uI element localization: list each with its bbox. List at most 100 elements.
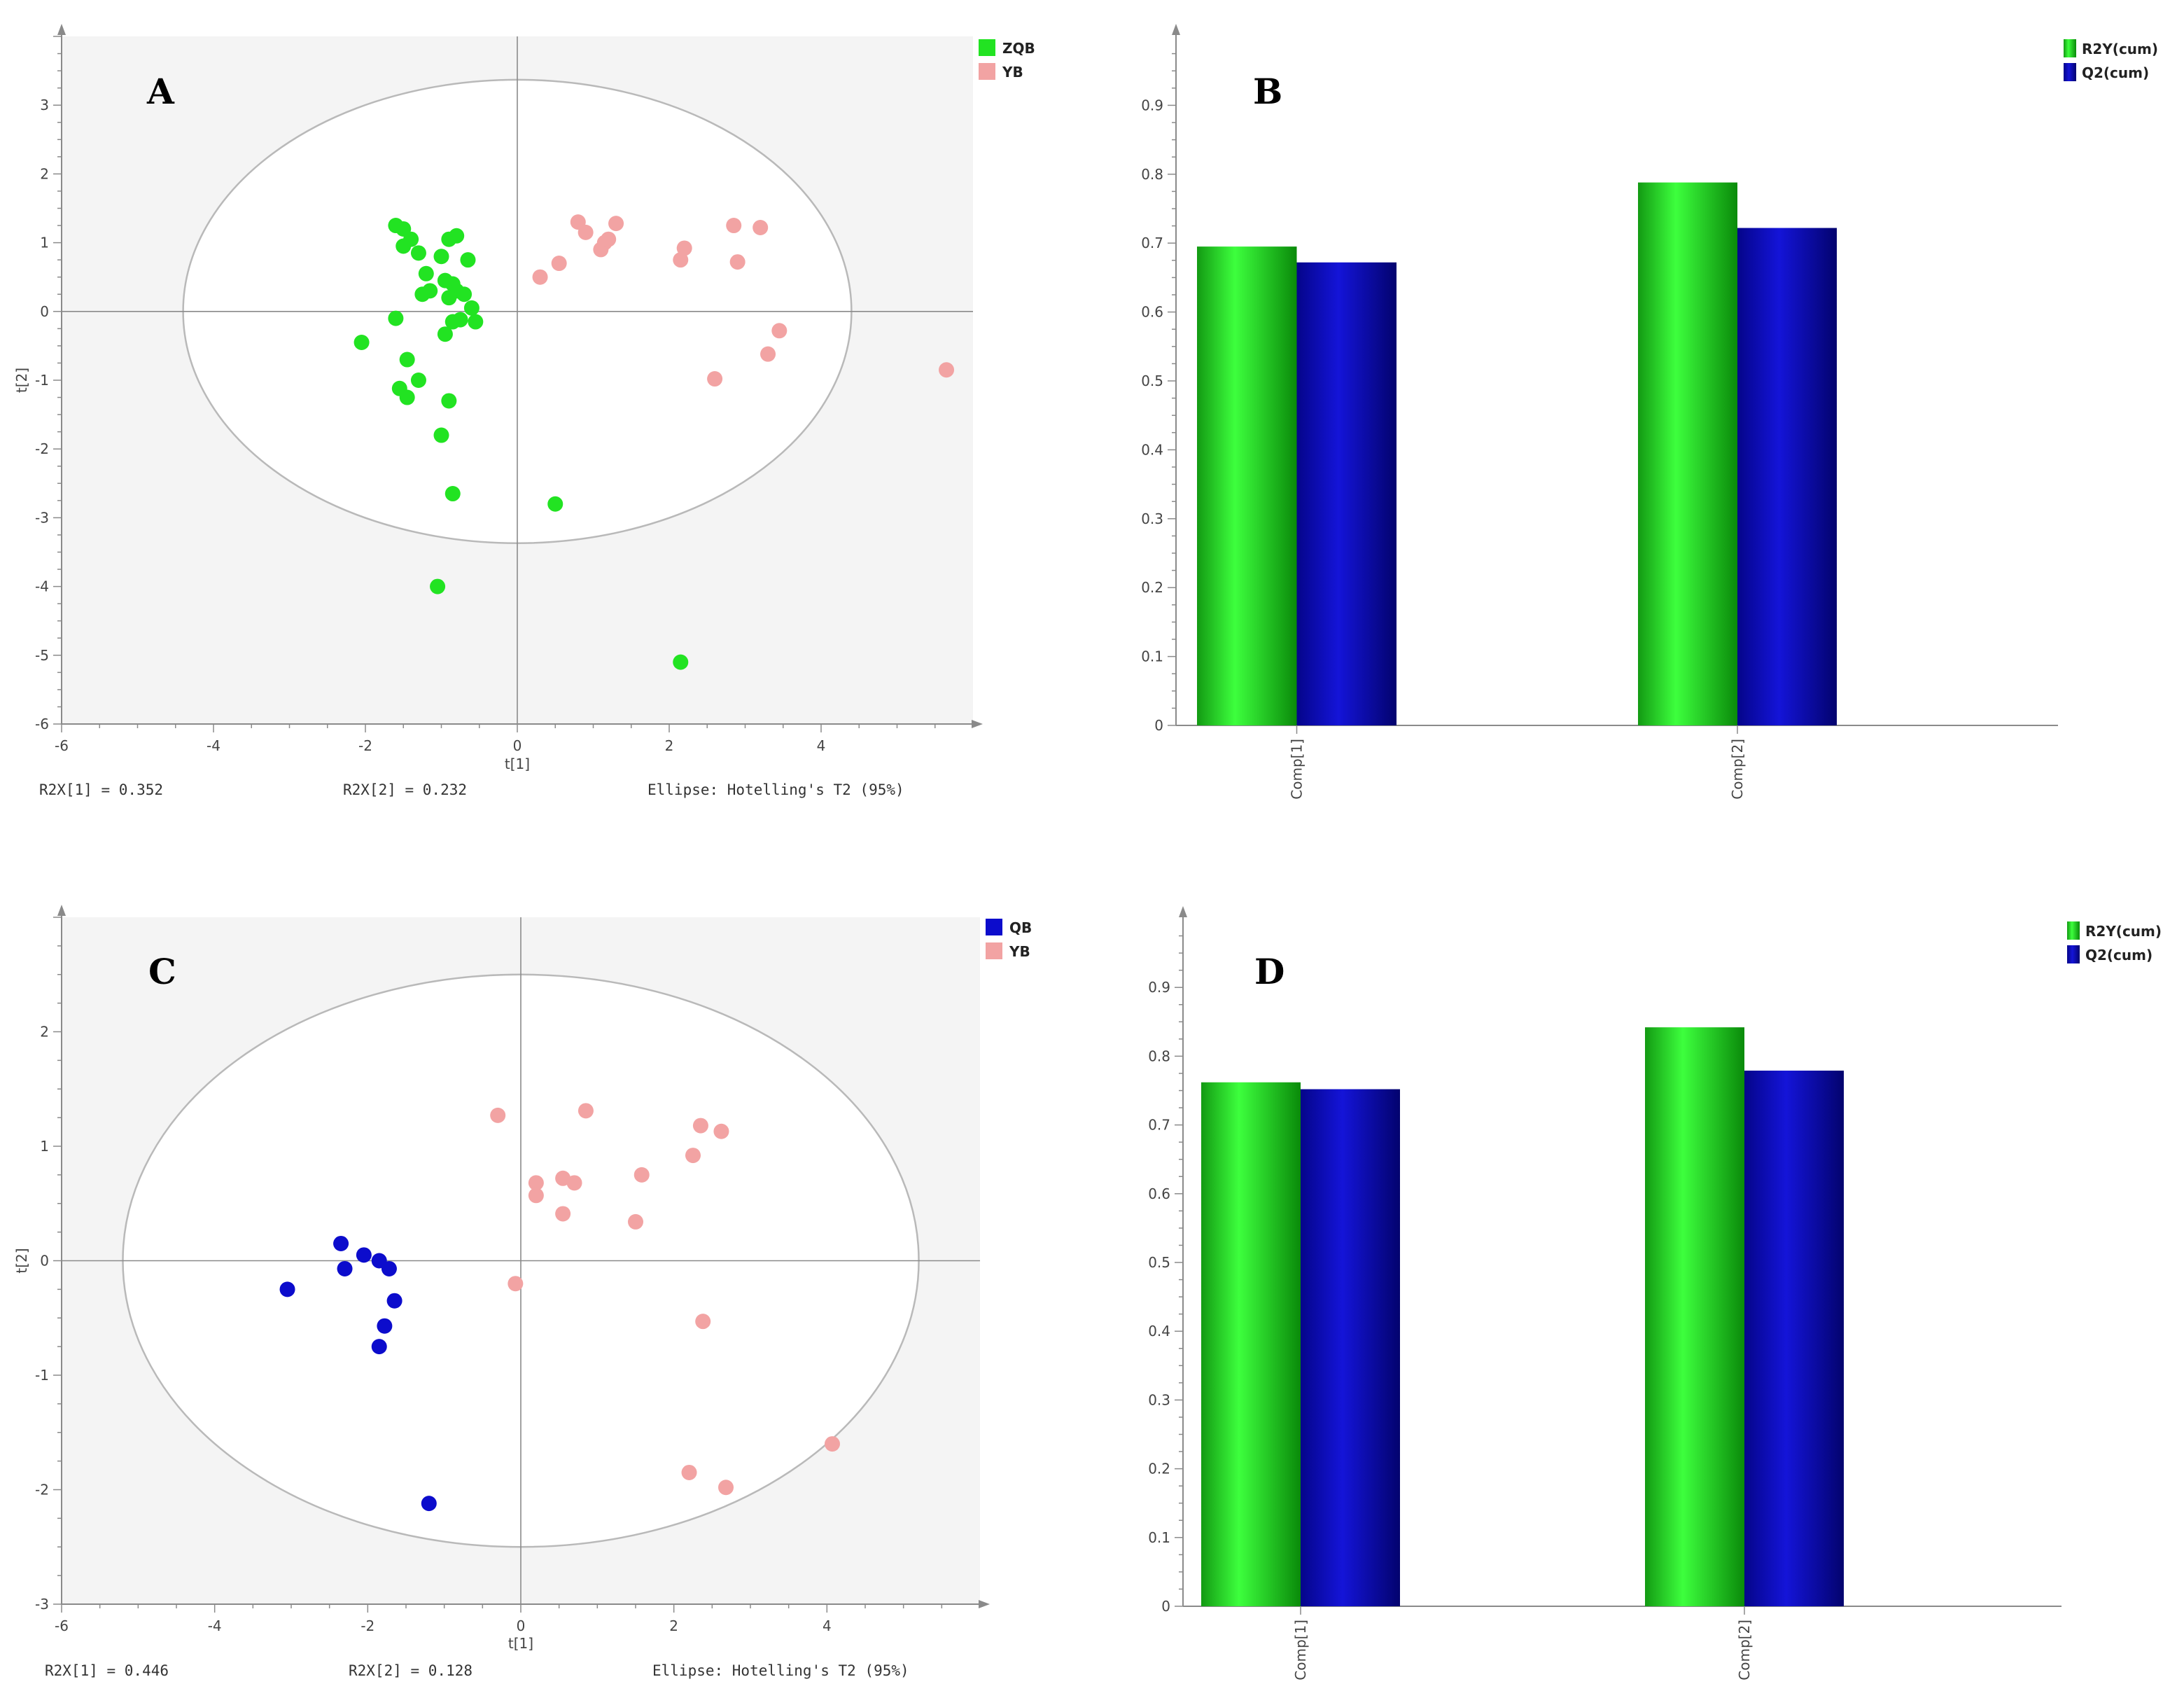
data-point-zqb [396, 238, 412, 254]
y-tick-label: 0.9 [1141, 97, 1163, 113]
data-point-zqb [430, 578, 446, 594]
category-label: Comp[1] [1289, 739, 1306, 800]
y-tick-label: 0 [1161, 1598, 1170, 1615]
bar-r2y-cum--comp2 [1638, 182, 1737, 725]
bar-r2y-cum--comp1 [1197, 246, 1297, 725]
y-axis-label: t[2] [13, 1248, 30, 1273]
data-point-zqb [441, 290, 457, 306]
data-point-zqb [463, 300, 479, 316]
y-tick-label: 2 [40, 1024, 49, 1041]
data-point-yb [578, 1103, 594, 1119]
y-tick-label: -5 [35, 647, 49, 664]
data-point-qb [356, 1247, 372, 1263]
x-axis-label: t[1] [505, 756, 530, 772]
data-point-yb [707, 371, 723, 387]
x-tick-label: 0 [513, 737, 522, 754]
category-label: Comp[1] [1292, 1620, 1309, 1680]
panel-label: A [146, 71, 175, 112]
bar-q2-cum--comp1 [1301, 1089, 1400, 1606]
y-axis-arrow [1179, 906, 1187, 917]
data-point-yb [760, 346, 776, 362]
y-tick-label: -1 [35, 1367, 49, 1384]
data-point-zqb [547, 496, 564, 512]
x-axis-arrow [972, 720, 983, 728]
data-point-qb [337, 1260, 353, 1276]
data-point-zqb [441, 393, 457, 409]
legend-label: Q2(cum) [2082, 64, 2149, 81]
x-tick-label: 0 [517, 1617, 526, 1634]
y-tick-label: 0.5 [1141, 373, 1163, 389]
panel-c-scores-plot: -6 -4 -2 0 2 4 -3 -2 -1 0 1 2 t[1] t[2] C QB YB R2X[1] = … [13, 905, 1032, 1679]
data-point-qb [386, 1293, 402, 1309]
y-tick-label: 0.6 [1141, 304, 1163, 321]
y-tick-label: 0.2 [1141, 579, 1163, 596]
y-tick-label: 0 [40, 1253, 49, 1269]
data-point-zqb [422, 283, 438, 299]
x-axis-arrow [979, 1600, 990, 1608]
y-tick-label: 3 [40, 97, 49, 113]
legend-label: Q2(cum) [2085, 947, 2152, 963]
y-tick-label: 0.5 [1148, 1254, 1170, 1271]
legend-swatch-yb [986, 942, 1002, 959]
data-point-zqb [456, 286, 472, 302]
data-point-zqb [388, 310, 404, 326]
legend-swatch-r2y-cum- [2067, 921, 2080, 940]
y-tick-label: -4 [35, 578, 49, 595]
data-point-yb [490, 1107, 506, 1123]
legend-swatch-q2-cum- [2067, 945, 2080, 963]
y-tick-label: 1 [40, 1138, 49, 1155]
y-tick-label: 2 [40, 165, 49, 182]
data-point-zqb [673, 654, 689, 670]
legend-label: ZQB [1002, 40, 1035, 57]
y-tick-label: 0.6 [1148, 1185, 1170, 1202]
panel-label: C [148, 951, 176, 992]
data-point-yb [601, 231, 617, 247]
y-tick-label: 0 [1154, 717, 1163, 734]
data-point-qb [421, 1496, 437, 1512]
footer-stat: R2X[1] = 0.446 [45, 1662, 169, 1679]
data-point-yb [555, 1206, 571, 1222]
bar-q2-cum--comp2 [1737, 228, 1837, 725]
data-point-yb [824, 1436, 840, 1452]
data-point-yb [628, 1213, 643, 1230]
data-point-yb [771, 323, 788, 339]
footer-stat: R2X[1] = 0.352 [39, 781, 163, 798]
bar-q2-cum--comp1 [1296, 262, 1396, 725]
y-tick-label: 0 [40, 303, 49, 320]
y-tick-label: 0.8 [1148, 1048, 1170, 1064]
data-point-zqb [449, 228, 465, 244]
legend-swatch-qb [986, 919, 1002, 935]
data-point-yb [566, 1175, 582, 1191]
data-point-yb [939, 362, 955, 378]
data-point-yb [729, 254, 746, 270]
data-point-zqb [444, 486, 461, 502]
data-point-zqb [399, 389, 415, 405]
legend-swatch-q2-cum- [2064, 63, 2076, 81]
footer-stat: R2X[2] = 0.232 [343, 781, 467, 798]
y-tick-label: 0.8 [1141, 166, 1163, 183]
y-tick-label: 0.7 [1148, 1117, 1170, 1134]
data-point-yb [551, 256, 567, 272]
y-tick-label: 0.4 [1148, 1323, 1170, 1339]
data-point-zqb [460, 252, 476, 268]
data-point-yb [685, 1148, 701, 1164]
data-point-yb [718, 1480, 734, 1496]
y-tick-label: -2 [35, 440, 49, 457]
data-point-qb [371, 1339, 387, 1355]
legend-label: R2Y(cum) [2085, 923, 2162, 940]
data-point-zqb [399, 352, 415, 368]
x-tick-label: 4 [817, 737, 826, 754]
y-axis-arrow [1172, 24, 1180, 35]
y-tick-label: -2 [35, 1482, 49, 1498]
x-tick-label: 2 [669, 1617, 678, 1634]
panel-label: D [1254, 951, 1284, 992]
x-tick-label: -4 [206, 737, 220, 754]
panel-b-validation-bars: 0 0.1 0.2 0.3 0.4 0.5 0.6 0.7 0.8 0.9 Comp[1] Comp[… [1141, 24, 2158, 800]
y-tick-label: 0.3 [1148, 1391, 1170, 1408]
footer-stat: R2X[2] = 0.128 [349, 1662, 472, 1679]
legend-label: QB [1009, 919, 1032, 936]
y-tick-label: 0.7 [1141, 235, 1163, 251]
data-point-yb [634, 1167, 650, 1183]
x-tick-label: -6 [55, 1617, 69, 1634]
